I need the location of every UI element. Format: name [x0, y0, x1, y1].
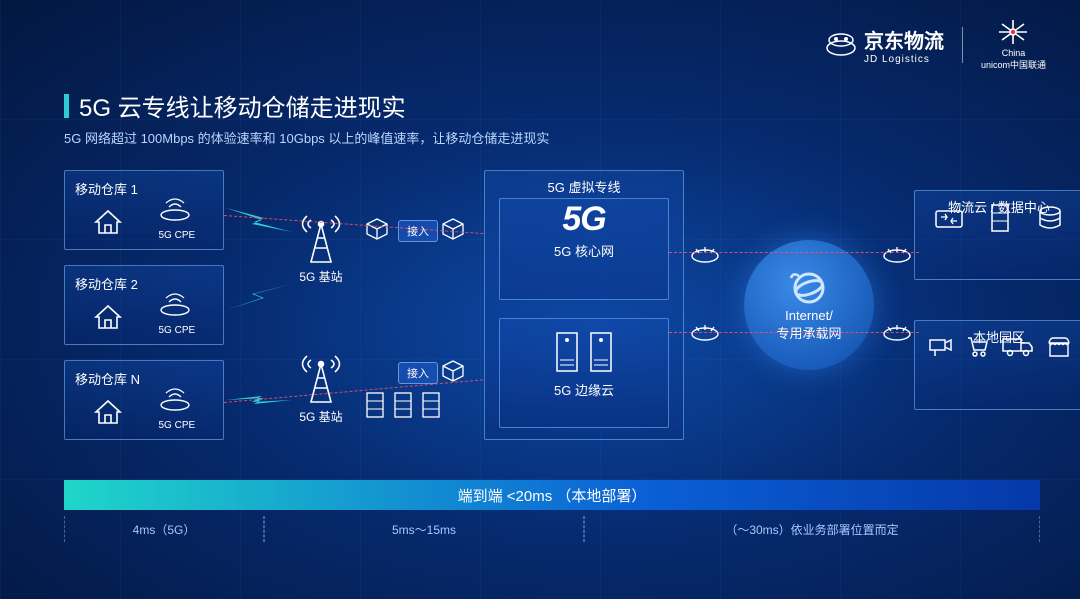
- warehouse-1: 移动仓库 1 5G CPE: [64, 170, 224, 250]
- bs-label: 5G 基站: [299, 268, 343, 285]
- server-icon: [588, 330, 614, 374]
- router-icon: [882, 320, 912, 347]
- router-icon: [882, 242, 912, 269]
- jd-logo: 京东物流 JD Logistics: [826, 25, 944, 65]
- core-net-label: 5G 核心网: [504, 241, 664, 260]
- datacenter-label: 物流云 / 数据中心: [915, 197, 1080, 216]
- dashed-line: [669, 332, 919, 333]
- access-pill: 接入: [398, 220, 438, 242]
- logo-bar: 京东物流 JD Logistics China unicom中国联通: [826, 18, 1046, 71]
- unicom-bot: unicom中国联通: [981, 58, 1046, 71]
- warehouse-column: 移动仓库 1 5G CPE 移动仓库 2 5G CPE 移动仓库 N 5G CP…: [64, 170, 224, 440]
- ie-icon: [789, 268, 829, 308]
- router-icon: [690, 242, 720, 269]
- campus-box: 本地园区: [914, 320, 1080, 410]
- internet-circle: Internet/ 专用承载网: [744, 240, 874, 370]
- warehouse-n: 移动仓库 N 5G CPE: [64, 360, 224, 440]
- page-title: 5G 云专线让移动仓储走进现实: [64, 88, 406, 123]
- internet-l1: Internet/: [785, 308, 833, 323]
- warehouse-2: 移动仓库 2 5G CPE: [64, 265, 224, 345]
- unicom-top: China: [981, 48, 1046, 58]
- jd-logo-cn: 京东物流: [864, 31, 944, 53]
- seg-1: 4ms（5G）: [64, 516, 264, 542]
- seg-3: （～30ms）依业务部署位置而定: [584, 516, 1040, 542]
- latency-segments: 4ms（5G） 5ms～15ms （～30ms）依业务部署位置而定: [64, 516, 1040, 546]
- seg-2: 5ms～15ms: [264, 516, 584, 542]
- virtual-line-label: 5G 虚拟专线: [485, 177, 683, 196]
- bs-label: 5G 基站: [299, 408, 343, 425]
- base-station-2: 5G 基站: [299, 350, 343, 425]
- edge-cloud: 5G 边缘云: [504, 330, 664, 420]
- house-icon: [93, 398, 123, 431]
- latency-text: 端到端 <20ms （本地部署）: [458, 485, 647, 506]
- small-servers: [364, 390, 442, 420]
- cpe-icon: 5G CPE: [158, 290, 195, 336]
- five-g-logo: 5G: [504, 200, 664, 239]
- datacenter-box: 物流云 / 数据中心: [914, 190, 1080, 280]
- access-pill: 接入: [398, 362, 438, 384]
- cube-icon: [440, 358, 466, 389]
- network-diagram: 移动仓库 1 5G CPE 移动仓库 2 5G CPE 移动仓库 N 5G CP…: [64, 170, 1040, 470]
- title-text: 5G 云专线让移动仓储走进现实: [64, 88, 406, 123]
- server-icon: [554, 330, 580, 374]
- campus-label: 本地园区: [915, 327, 1080, 346]
- house-icon: [93, 303, 123, 336]
- edge-label: 5G 边缘云: [504, 380, 664, 399]
- router-icon: [690, 320, 720, 347]
- house-icon: [93, 208, 123, 241]
- cube-icon: [364, 216, 390, 247]
- latency-bar: 端到端 <20ms （本地部署）: [64, 480, 1040, 510]
- subtitle: 5G 网络超过 100Mbps 的体验速率和 10Gbps 以上的峰值速率，让移…: [64, 128, 549, 147]
- cpe-icon: 5G CPE: [158, 195, 195, 241]
- core-net: 5G 5G 核心网: [504, 200, 664, 300]
- cpe-icon: 5G CPE: [158, 385, 195, 431]
- bolt-icon: [224, 280, 294, 320]
- logo-divider: [962, 27, 963, 63]
- dashed-line: [669, 252, 919, 253]
- jd-logo-en: JD Logistics: [864, 54, 944, 65]
- unicom-logo: China unicom中国联通: [981, 18, 1046, 71]
